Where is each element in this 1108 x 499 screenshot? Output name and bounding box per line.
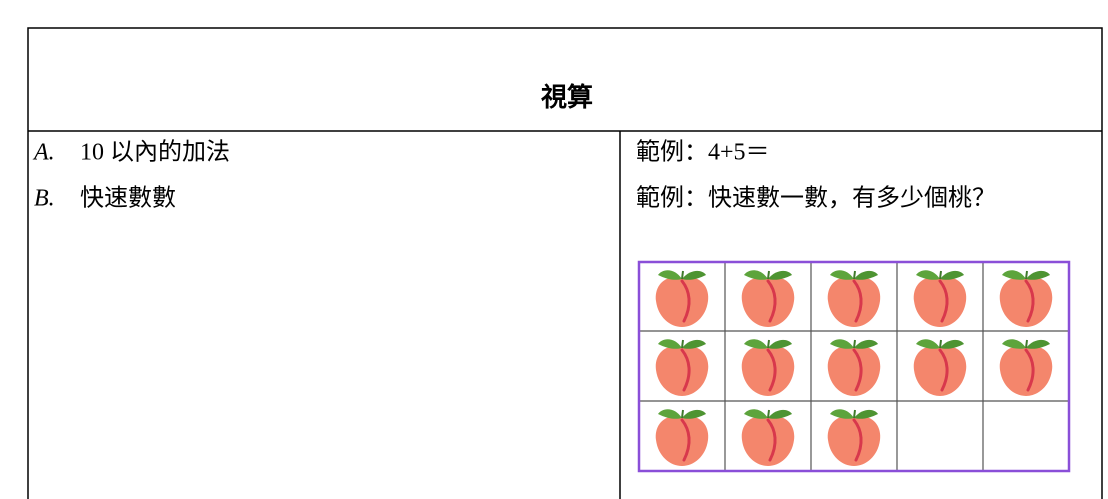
example-text: 範例：快速數一數，有多少個桃？ [636, 185, 996, 212]
table-header: 視算 [541, 82, 593, 112]
table [27, 27, 1103, 499]
table-border [27, 27, 1103, 499]
item-text: 快速數數 [80, 185, 176, 212]
item-label: A. [32, 140, 55, 166]
peach-grid [637, 260, 1071, 473]
item-text: 10 以內的加法 [80, 139, 230, 166]
example-text: 範例：4+5＝ [636, 139, 770, 166]
item-label: B. [34, 186, 55, 212]
